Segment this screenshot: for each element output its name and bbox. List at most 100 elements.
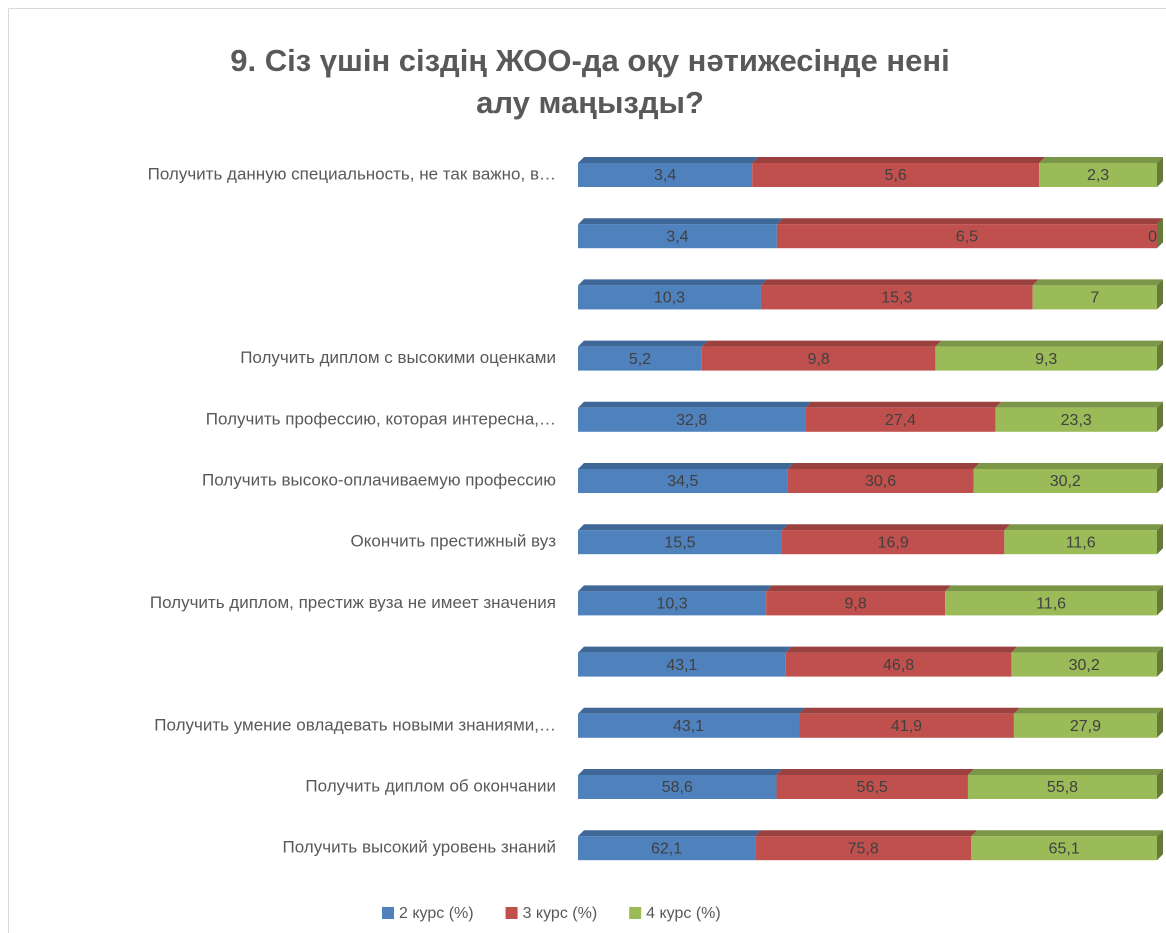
bar-top xyxy=(1013,707,1163,714)
bar-segment xyxy=(776,775,968,799)
bar-top xyxy=(1004,524,1163,531)
bar-side xyxy=(1157,585,1163,616)
bar-top xyxy=(781,524,1011,531)
bar-segment xyxy=(785,652,1012,677)
data-label: 15,5 xyxy=(664,534,695,551)
bar-segment xyxy=(755,836,972,861)
bar-segment xyxy=(578,652,786,677)
data-label: 34,5 xyxy=(667,473,698,490)
bar-segment xyxy=(701,346,936,371)
bar-segment xyxy=(781,530,1005,555)
data-label: 10,3 xyxy=(656,596,687,613)
bar-top xyxy=(578,340,708,347)
data-label: 62,1 xyxy=(651,840,682,857)
bar-segment xyxy=(967,775,1157,799)
data-label: 65,1 xyxy=(1049,840,1080,857)
bar-top xyxy=(776,769,974,775)
bar-top xyxy=(776,218,1163,225)
bar-side xyxy=(1157,218,1163,249)
chart-title: 9. Сіз үшін сіздің ЖОО-да оқу нәтижесінд… xyxy=(230,43,950,120)
bar-top xyxy=(995,401,1163,408)
bar-top xyxy=(701,340,942,347)
bar-top xyxy=(578,585,773,592)
legend-label: 4 курс (%) xyxy=(646,905,721,922)
bar-segment xyxy=(578,591,767,616)
bar-segment xyxy=(752,163,1040,187)
bar-top xyxy=(755,830,978,837)
category-label: Получить профессию, которая интересна,… xyxy=(206,409,556,428)
category-label: Получить высоко-оплачиваемую профессию xyxy=(202,470,556,489)
data-label: 2,3 xyxy=(1087,167,1109,184)
legend-swatch xyxy=(629,907,642,919)
bar-segment xyxy=(799,713,1014,738)
legend-swatch xyxy=(382,907,394,919)
category-label: Получить диплом, престиж вуза не имеет з… xyxy=(150,593,556,612)
data-label: 30,2 xyxy=(1050,473,1081,490)
data-label: 9,3 xyxy=(1035,351,1057,368)
data-label: 23,3 xyxy=(1061,412,1092,429)
data-label: 75,8 xyxy=(848,840,879,857)
data-label: 10,3 xyxy=(654,290,685,307)
bar-top xyxy=(973,463,1163,469)
category-label: Получить высокий уровень знаний xyxy=(283,838,557,857)
bar-top xyxy=(578,463,794,469)
bar-top xyxy=(1039,157,1163,163)
bar-segment xyxy=(578,224,777,249)
bar-top xyxy=(1011,646,1163,653)
bar-top xyxy=(971,830,1163,837)
data-label: 16,9 xyxy=(878,534,909,551)
bar-top xyxy=(945,585,1163,592)
data-label: 9,8 xyxy=(845,596,867,613)
bar-top xyxy=(935,340,1163,347)
bar-top xyxy=(578,157,759,163)
bar-side xyxy=(1157,524,1163,555)
data-label: 27,9 xyxy=(1070,718,1101,735)
legend-swatch xyxy=(505,907,518,919)
bar-segment xyxy=(973,469,1157,493)
bar-segment xyxy=(971,836,1157,861)
data-label: 30,6 xyxy=(865,473,896,490)
bar-segment xyxy=(766,591,946,616)
bar-side xyxy=(1157,157,1163,187)
bar-segment xyxy=(1004,530,1157,555)
bar-top xyxy=(766,585,952,592)
data-label: 55,8 xyxy=(1047,779,1078,796)
data-label: 56,5 xyxy=(857,779,888,796)
bar-side xyxy=(1157,340,1163,371)
bar-side xyxy=(1157,463,1163,493)
data-label: 6,5 xyxy=(956,228,978,245)
bar-side xyxy=(1157,401,1163,432)
bar-segment xyxy=(945,591,1157,616)
bar-top xyxy=(578,830,762,837)
data-label: 27,4 xyxy=(885,412,916,429)
bar-segment xyxy=(995,407,1157,432)
bar-segment xyxy=(787,469,974,493)
bar-top xyxy=(787,463,980,469)
bar-side xyxy=(1157,830,1163,861)
data-label: 11,6 xyxy=(1036,596,1066,613)
data-label: 0 xyxy=(1148,228,1157,245)
bar-top xyxy=(1032,279,1163,286)
data-label: 5,2 xyxy=(629,351,651,368)
data-label: 3,4 xyxy=(654,167,676,184)
legend-label: 2 курс (%) xyxy=(399,905,474,922)
bar-segment xyxy=(1039,163,1157,187)
category-label: Получить данную специальность, не так ва… xyxy=(148,164,556,183)
bar-segment xyxy=(578,713,800,738)
bar-segment xyxy=(776,224,1157,249)
category-label: Получить диплом об окончании xyxy=(305,776,556,795)
bar-segment xyxy=(578,285,761,310)
bar-segment xyxy=(578,346,702,371)
data-label: 11,6 xyxy=(1066,534,1096,551)
bar-top xyxy=(578,279,767,286)
bar-segment xyxy=(1013,713,1157,738)
bar-segment xyxy=(935,346,1157,371)
bar-segment xyxy=(578,775,777,799)
bar-top xyxy=(967,769,1163,775)
data-label: 58,6 xyxy=(662,779,693,796)
bar-top xyxy=(578,707,806,714)
bar-segment xyxy=(578,836,756,861)
bar-segment xyxy=(1032,285,1157,310)
